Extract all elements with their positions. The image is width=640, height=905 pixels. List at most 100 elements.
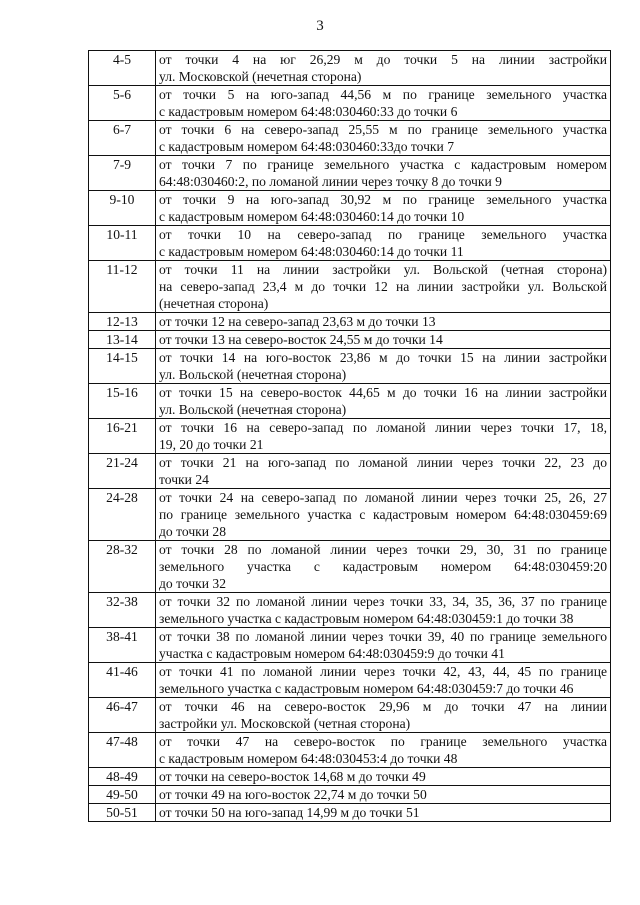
description-line: с кадастровым номером 64:48:030453:4 до …	[159, 751, 458, 766]
table-row: 49-50 от точки 49 на юго-восток 22,74 м д…	[88, 785, 611, 804]
description-line: застройки ул. Московской (четная сторона…	[159, 716, 411, 731]
description-line: на северо-запад 23,4 м до точки 12 на ли…	[159, 279, 607, 294]
description-line: от точки 7 по границе земельного участка…	[159, 157, 607, 172]
description-line: от точки 4 на юг 26,29 м до точки 5 на л…	[159, 52, 607, 67]
table-row: 9-10 от точки 9 на юго-запад 30,92 м по г…	[88, 190, 611, 226]
description-cell: от точки 14 на юго-восток 23,86 м до точ…	[155, 348, 611, 384]
table-row: 10-11 от точки 10 на северо-запад по гран…	[88, 225, 611, 261]
segment-cell: 13-14	[88, 330, 156, 349]
description-line: земельного участка с кадастровым номером…	[159, 559, 607, 574]
table-row: 13-14 от точки 13 на северо-восток 24,55 …	[88, 330, 611, 349]
table-row: 4-5 от точки 4 на юг 26,29 м до точки 5 н…	[88, 50, 611, 86]
description-line: от точки 9 на юго-запад 30,92 м по грани…	[159, 192, 607, 207]
description-cell: от точки на северо-восток 14,68 м до точ…	[155, 767, 611, 786]
description-line: участка с кадастровым номером 64:48:0304…	[159, 646, 505, 661]
table-row: 12-13 от точки 12 на северо-запад 23,63 м…	[88, 312, 611, 331]
segment-cell: 41-46	[88, 662, 156, 698]
description-line: от точки 24 на северо-запад по ломаной л…	[159, 490, 607, 505]
description-line: от точки 38 по ломаной линии через точки…	[159, 629, 607, 644]
description-cell: от точки 47 на северо-восток по границе …	[155, 732, 611, 768]
segment-cell: 24-28	[88, 488, 156, 541]
description-line: от точки 13 на северо-восток 24,55 м до …	[159, 332, 443, 347]
description-line: от точки 10 на северо-запад по границе з…	[159, 227, 607, 242]
table-row: 38-41 от точки 38 по ломаной линии через …	[88, 627, 611, 663]
segment-cell: 10-11	[88, 225, 156, 261]
segment-cell: 32-38	[88, 592, 156, 628]
description-line: (нечетная сторона)	[159, 296, 269, 311]
segment-cell: 47-48	[88, 732, 156, 768]
description-cell: от точки 7 по границе земельного участка…	[155, 155, 611, 191]
table-row: 7-9 от точки 7 по границе земельного учас…	[88, 155, 611, 191]
description-line: от точки 11 на линии застройки ул. Вольс…	[159, 262, 607, 277]
description-cell: от точки 13 на северо-восток 24,55 м до …	[155, 330, 611, 349]
description-cell: от точки 11 на линии застройки ул. Вольс…	[155, 260, 611, 313]
table-row: 5-6 от точки 5 на юго-запад 44,56 м по гр…	[88, 85, 611, 121]
table-row: 6-7 от точки 6 на северо-запад 25,55 м по…	[88, 120, 611, 156]
description-line: от точки 32 по ломаной линии через точки…	[159, 594, 607, 609]
description-line: от точки 50 на юго-запад 14,99 м до точк…	[159, 805, 420, 820]
table-row: 32-38 от точки 32 по ломаной линии через …	[88, 592, 611, 628]
description-line: 64:48:030460:2, по ломаной линии через т…	[159, 174, 502, 189]
segment-cell: 49-50	[88, 785, 156, 804]
description-line: с кадастровым номером 64:48:030460:33до …	[159, 139, 455, 154]
segment-cell: 6-7	[88, 120, 156, 156]
description-cell: от точки 32 по ломаной линии через точки…	[155, 592, 611, 628]
segment-cell: 4-5	[88, 50, 156, 86]
description-cell: от точки 9 на юго-запад 30,92 м по грани…	[155, 190, 611, 226]
description-line: с кадастровым номером 64:48:030460:14 до…	[159, 209, 465, 224]
description-line: точки 24	[159, 472, 209, 487]
segment-cell: 15-16	[88, 383, 156, 419]
table-row: 15-16 от точки 15 на северо-восток 44,65 …	[88, 383, 611, 419]
segment-cell: 5-6	[88, 85, 156, 121]
description-line: с кадастровым номером 64:48:030460:14 до…	[159, 244, 464, 259]
description-line: от точки 15 на северо-восток 44,65 м до …	[159, 385, 607, 400]
description-line: от точки 5 на юго-запад 44,56 м по грани…	[159, 87, 607, 102]
table-row: 41-46 от точки 41 по ломаной линии через …	[88, 662, 611, 698]
description-cell: от точки 50 на юго-запад 14,99 м до точк…	[155, 803, 611, 822]
description-cell: от точки 38 по ломаной линии через точки…	[155, 627, 611, 663]
description-line: по границе земельного участка с кадастро…	[159, 507, 607, 522]
table-row: 21-24 от точки 21 на юго-запад по ломаной…	[88, 453, 611, 489]
description-line: от точки 41 по ломаной линии через точки…	[159, 664, 607, 679]
description-line: от точки 14 на юго-восток 23,86 м до точ…	[159, 350, 607, 365]
description-cell: от точки 15 на северо-восток 44,65 м до …	[155, 383, 611, 419]
description-line: 19, 20 до точки 21	[159, 437, 264, 452]
description-line: от точки 49 на юго-восток 22,74 м до точ…	[159, 787, 427, 802]
segment-cell: 38-41	[88, 627, 156, 663]
description-cell: от точки 49 на юго-восток 22,74 м до точ…	[155, 785, 611, 804]
description-line: от точки 46 на северо-восток 29,96 м до …	[159, 699, 607, 714]
description-line: от точки 47 на северо-восток по границе …	[159, 734, 607, 749]
description-line: от точки 6 на северо-запад 25,55 м по гр…	[159, 122, 607, 137]
segment-cell: 46-47	[88, 697, 156, 733]
description-cell: от точки 41 по ломаной линии через точки…	[155, 662, 611, 698]
description-cell: от точки 16 на северо-запад по ломаной л…	[155, 418, 611, 454]
description-cell: от точки 21 на юго-запад по ломаной лини…	[155, 453, 611, 489]
description-line: ул. Вольской (нечетная сторона)	[159, 402, 347, 417]
segment-cell: 7-9	[88, 155, 156, 191]
boundary-table: 4-5 от точки 4 на юг 26,29 м до точки 5 н…	[88, 50, 611, 822]
table-row: 16-21 от точки 16 на северо-запад по лома…	[88, 418, 611, 454]
segment-cell: 11-12	[88, 260, 156, 313]
segment-cell: 21-24	[88, 453, 156, 489]
description-cell: от точки 46 на северо-восток 29,96 м до …	[155, 697, 611, 733]
page-number: 3	[316, 18, 324, 34]
segment-cell: 50-51	[88, 803, 156, 822]
description-cell: от точки 10 на северо-запад по границе з…	[155, 225, 611, 261]
description-cell: от точки 28 по ломаной линии через точки…	[155, 540, 611, 593]
description-cell: от точки 6 на северо-запад 25,55 м по гр…	[155, 120, 611, 156]
table-row: 24-28 от точки 24 на северо-запад по лома…	[88, 488, 611, 541]
table-row: 28-32 от точки 28 по ломаной линии через …	[88, 540, 611, 593]
description-line: ул. Вольской (нечетная сторона)	[159, 367, 347, 382]
description-line: до точки 32	[159, 576, 227, 591]
description-line: земельного участка с кадастровым номером…	[159, 681, 574, 696]
table-row: 14-15 от точки 14 на юго-восток 23,86 м д…	[88, 348, 611, 384]
segment-cell: 48-49	[88, 767, 156, 786]
table-row: 47-48 от точки 47 на северо-восток по гра…	[88, 732, 611, 768]
description-cell: от точки 4 на юг 26,29 м до точки 5 на л…	[155, 50, 611, 86]
description-cell: от точки 12 на северо-запад 23,63 м до т…	[155, 312, 611, 331]
description-line: от точки 21 на юго-запад по ломаной лини…	[159, 455, 607, 470]
table-row: 46-47 от точки 46 на северо-восток 29,96 …	[88, 697, 611, 733]
description-line: земельного участка с кадастровым номером…	[159, 611, 574, 626]
description-line: от точки 16 на северо-запад по ломаной л…	[159, 420, 607, 435]
